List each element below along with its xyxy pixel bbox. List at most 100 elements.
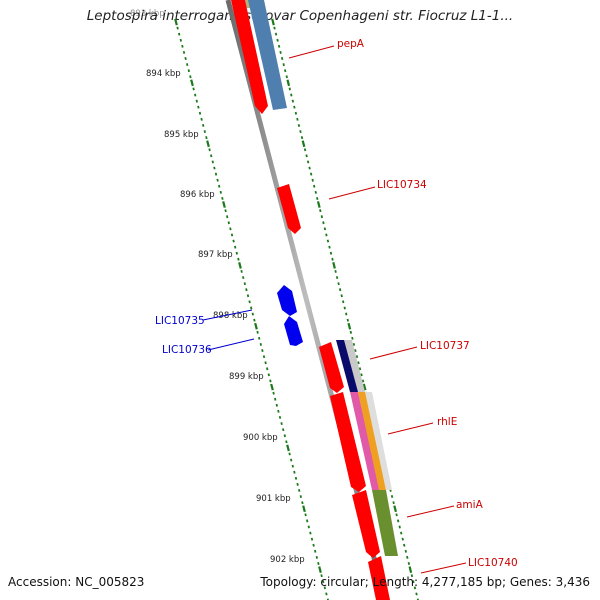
ruler-left-minor-tick: [298, 488, 301, 492]
ruler-left-minor-tick: [246, 294, 250, 298]
ruler-right-minor-tick: [398, 525, 401, 529]
ruler-right-minor-tick: [285, 75, 288, 79]
ruler-left-minor-tick: [216, 178, 219, 182]
ruler-right-minor-tick: [329, 251, 333, 255]
ruler-left-minor-tick: [176, 26, 179, 30]
ruler-left-minor-tick: [229, 227, 232, 231]
leader-LIC10736: [207, 338, 255, 351]
ruler-right-minor-tick: [358, 367, 362, 371]
grey-hit-bar: [344, 340, 365, 392]
gene-block-LIC10735: [277, 285, 297, 316]
ruler-left-minor-tick: [186, 63, 189, 67]
ruler-left-minor-tick: [235, 251, 238, 255]
ruler-right-minor-tick: [273, 26, 276, 30]
ruler-left-minor-tick: [181, 44, 184, 48]
ruler-right-minor-tick: [293, 105, 296, 109]
ruler-right-minor-tick: [342, 300, 345, 304]
gene-label-LIC10740: LIC10740: [468, 557, 518, 569]
ruler-right-minor-tick: [337, 282, 340, 286]
ruler-left-minor-tick: [205, 136, 208, 140]
ruler-right-minor-tick: [400, 531, 403, 535]
ruler-right-minor-tick: [361, 379, 365, 383]
ruler-ticks-left: [174, 18, 329, 600]
ruler-right-minor-tick: [360, 373, 363, 377]
ruler-right-minor-tick: [335, 276, 339, 280]
gene-block-LIC10740: [368, 556, 390, 600]
coord-label-898: 898 kbp: [213, 311, 248, 321]
ruler-right-minor-tick: [334, 269, 337, 273]
ruler-right-minor-tick: [274, 32, 278, 36]
ruler-left-major-tick: [238, 262, 242, 269]
ruler-right-minor-tick: [343, 306, 346, 310]
leader-amiA: [406, 505, 455, 518]
leader-LIC10740: [420, 562, 467, 574]
ruler-left-minor-tick: [259, 342, 262, 346]
gene-block-LIC10737: [319, 342, 344, 393]
ruler-right-minor-tick: [331, 257, 334, 261]
ruler-right-minor-tick: [345, 312, 348, 316]
ruler-left-minor-tick: [248, 300, 251, 304]
gene-block-LIC10736: [284, 316, 303, 346]
ruler-right-minor-tick: [320, 215, 324, 219]
gene-block-LIC10734: [277, 184, 301, 234]
ruler-left-major-tick: [286, 444, 290, 452]
ruler-left-minor-tick: [234, 245, 237, 249]
leader-LIC10735: [202, 309, 253, 321]
ruler-left-minor-tick: [218, 184, 221, 188]
ruler-right-minor-tick: [297, 123, 301, 127]
ruler-right-major-tick: [362, 383, 367, 391]
ruler-right-minor-tick: [357, 361, 360, 365]
ruler-left-minor-tick: [288, 452, 291, 456]
ruler-right-minor-tick: [284, 69, 287, 73]
ruler-right-major-tick: [286, 79, 291, 87]
ruler-left-minor-tick: [189, 75, 192, 79]
ruler-left-minor-tick: [309, 531, 312, 535]
ruler-left-minor-tick: [245, 288, 248, 292]
ruler-left-minor-tick: [326, 598, 329, 600]
ruler-right-minor-tick: [313, 184, 316, 188]
ruler-right-minor-tick: [303, 148, 307, 152]
coord-label-896: 896 kbp: [180, 190, 215, 200]
gene-label-LIC10734: LIC10734: [377, 179, 427, 191]
ruler-left-minor-tick: [211, 160, 214, 164]
leader-LIC10737: [369, 346, 418, 360]
ruler-left-minor-tick: [307, 525, 310, 529]
ruler-left-minor-tick: [202, 123, 205, 127]
amiA-hit-bar: [372, 490, 398, 556]
ruler-left-minor-tick: [214, 172, 218, 176]
leader-LIC10734: [328, 186, 376, 200]
ruler-left-minor-tick: [272, 391, 275, 395]
ruler-right-minor-tick: [323, 227, 327, 231]
ruler-right-minor-tick: [277, 44, 281, 48]
gene-block-amiA: [352, 490, 380, 558]
ruler-left-minor-tick: [197, 105, 200, 109]
ruler-right-minor-tick: [308, 166, 311, 170]
ruler-left-minor-tick: [227, 221, 230, 225]
ruler-left-minor-tick: [192, 87, 195, 91]
magenta-hit-bar: [350, 392, 380, 490]
ruler-left-minor-tick: [258, 336, 261, 340]
ruler-left-minor-tick: [283, 434, 286, 438]
ruler-right-minor-tick: [396, 519, 400, 523]
coord-label-897: 897 kbp: [198, 250, 233, 260]
ruler-left-major-tick: [270, 383, 274, 391]
ruler-left-minor-tick: [269, 379, 272, 383]
ruler-left-minor-tick: [280, 422, 283, 426]
ruler-right-minor-tick: [326, 239, 330, 243]
leader-pepA: [288, 45, 335, 59]
ruler-right-minor-tick: [412, 580, 415, 584]
ruler-left-minor-tick: [219, 190, 222, 194]
ruler-left-minor-tick: [194, 93, 197, 97]
coord-label-899: 899 kbp: [229, 372, 264, 382]
ruler-left-minor-tick: [230, 233, 234, 237]
ruler-right-minor-tick: [351, 336, 354, 340]
coord-label-901: 901 kbp: [256, 494, 291, 504]
ruler-right-minor-tick: [299, 130, 302, 134]
gene-label-LIC10735: LIC10735: [155, 315, 205, 327]
ruler-left-minor-tick: [179, 38, 182, 42]
gene-block-rhlE: [330, 392, 366, 492]
ruler-right-minor-tick: [319, 209, 322, 213]
ruler-left-minor-tick: [198, 111, 202, 115]
ruler-right-major-tick: [393, 505, 397, 513]
ruler-left-minor-tick: [320, 574, 323, 578]
